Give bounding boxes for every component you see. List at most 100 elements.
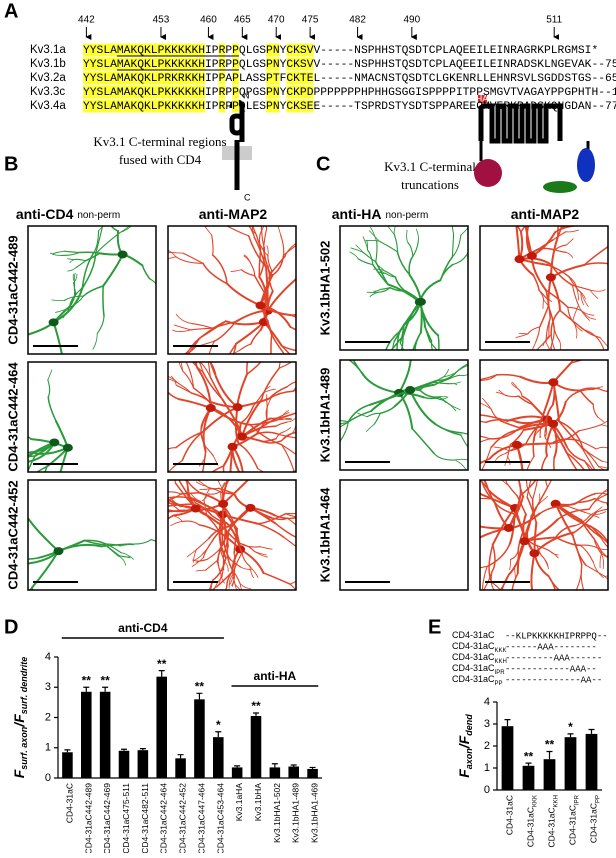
soma (527, 252, 537, 260)
error-bar (505, 720, 511, 727)
neurite (301, 337, 306, 353)
neurite (471, 610, 479, 620)
error-bar (253, 713, 259, 716)
table-name-base: CD4-31aC (452, 652, 495, 662)
table-name-sub: IPR (495, 670, 506, 676)
neurite (0, 488, 2, 500)
neurite (528, 188, 532, 203)
panel-label: A (4, 0, 18, 22)
neurite (23, 587, 32, 616)
x-tick-label: CD4-31aC442-469 (102, 783, 112, 853)
category-sub: IPR (574, 794, 580, 805)
neurite (159, 493, 167, 501)
neurite (446, 471, 468, 473)
residue-number: 475 (302, 15, 319, 26)
neurite (24, 486, 26, 496)
error-bar (589, 730, 595, 734)
column-name: anti-CD4 (16, 206, 74, 222)
panel-title: Kv3.1 C-terminal (384, 159, 476, 174)
sequence: YYSLAMAKQKLPKKKKKHIPRPPQLESPNYCKSEE-----… (83, 101, 616, 113)
neurite (536, 473, 555, 479)
bar (213, 737, 224, 778)
neurite (584, 204, 591, 213)
neurite (612, 547, 616, 558)
neurite (560, 592, 561, 609)
sequence-name: Kv3.4a (30, 100, 66, 112)
y-axis-label: Fsurf. axon/Fsurf. dendrite (11, 657, 30, 779)
neurite (468, 472, 481, 487)
soma (548, 378, 558, 386)
neurite (309, 386, 317, 390)
neurite (561, 609, 566, 621)
sequence: YYSLAMAKQKLPKKKKKHIPRPPQPGSPNYCKPDPPPPPP… (83, 87, 616, 99)
neurite (564, 614, 576, 624)
neurite (472, 616, 488, 621)
y-tick-label: 1 (45, 742, 51, 754)
neurite (0, 468, 2, 474)
bar (270, 767, 281, 778)
neurite (304, 371, 310, 379)
neurite (558, 597, 564, 614)
soma (53, 547, 63, 555)
neurite (497, 204, 509, 215)
neurite (556, 609, 561, 619)
neurite (312, 338, 323, 352)
category: CD4-31aC442-469 (102, 783, 112, 853)
neurite (568, 611, 570, 622)
neurite (304, 518, 318, 524)
panel-label: D (4, 616, 18, 638)
neurite (0, 449, 5, 452)
neurite (527, 178, 528, 187)
neurite (505, 173, 511, 186)
category: CD4-31aC (547, 807, 557, 847)
soma (512, 441, 522, 449)
category: CD4-31aC (568, 805, 578, 845)
x-tick-label: CD4-31aC475-511 (121, 783, 131, 853)
neurite (320, 343, 333, 346)
neurite (468, 472, 481, 487)
table-name: CD4-31aCPP (452, 674, 503, 686)
neurite (200, 598, 207, 611)
neurite (491, 194, 497, 204)
bar (62, 752, 73, 778)
neurite (488, 601, 501, 616)
neurite (160, 503, 168, 505)
column-header: anti-MAP2 (511, 206, 580, 222)
x-tick-label: CD4-31aC453-464 (216, 783, 226, 853)
bar (138, 750, 149, 778)
neurite (299, 548, 310, 555)
neurite (470, 450, 480, 460)
neurite (436, 473, 452, 475)
significance: ** (157, 657, 167, 671)
column-name: anti-MAP2 (511, 206, 580, 222)
neurite (529, 470, 531, 481)
neurite (510, 175, 511, 186)
soma (63, 444, 73, 452)
sequence: YYSLAMAKQKLPKKKKKHIPRPPQLGSPNYCKSVV-----… (83, 59, 616, 71)
category: CD4-31aC442-452 (178, 783, 188, 853)
neurite (573, 596, 582, 598)
x-tick-label: CD4-31aCPP (589, 795, 601, 843)
neurite (0, 334, 1, 336)
category: CD4-31aC (589, 803, 599, 843)
bar (307, 769, 318, 778)
neurite (517, 182, 519, 194)
x-tick-label: CD4-31aC482-511 (140, 783, 150, 853)
neurite (320, 336, 329, 347)
neurite (559, 167, 567, 181)
neurite (322, 222, 326, 238)
neurite (609, 241, 616, 246)
table-name-base: CD4-31aC (452, 630, 495, 640)
residue-number: 453 (153, 15, 170, 26)
x-tick-label: Kv3.1bHA1-469 (310, 783, 320, 843)
soma (206, 404, 216, 412)
neurite (582, 216, 605, 225)
y-axis-label: Faxon/Fdend (456, 714, 475, 778)
neurite (304, 347, 321, 352)
neurite (308, 463, 326, 478)
neurite (610, 549, 616, 555)
neurite (299, 364, 305, 382)
category: CD4-31aC (65, 783, 75, 823)
error-bar (83, 687, 89, 692)
